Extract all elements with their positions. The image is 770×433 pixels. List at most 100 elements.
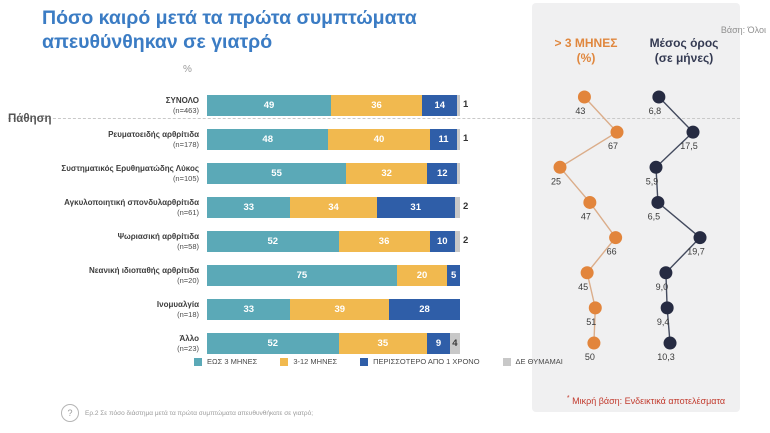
category-label: ΣΥΝΟΛΟ (n=463) [0,95,199,116]
legend-item: ΕΩΣ 3 ΜΗΝΕΣ [194,357,257,366]
bar-row: ΣΥΝΟΛΟ (n=463) 49 36 14 1 [0,95,770,116]
bar-row: Νεανική ιδιοπαθής αρθρίτιδα (n=20) 75 20 5 [0,265,770,286]
category-label: Συστηματικός Ερυθηματώδης Λύκος (n=105) [0,163,199,184]
mean-months-header: Μέσος όρος (σε μήνες) [628,36,740,66]
legend-swatch [280,357,289,366]
category-name: Άλλο [179,334,199,344]
category-base: (n=18) [177,309,199,319]
category-name: Αγκυλοποιητική σπονδυλαρθρίτιδα [64,198,199,208]
segment-value: 31 [410,202,421,213]
bar-segment: 49 [207,95,331,116]
legend-label: 3-12 ΜΗΝΕΣ [293,357,338,366]
segment-value: 14 [434,100,446,111]
total-separator-line [8,118,740,119]
category-name: Νεανική ιδιοπαθής αρθρίτιδα [88,266,199,276]
segment-value-outside: 2 [463,201,469,212]
bar-row: Ινομυαλγία (n=18) 33 39 28 [0,299,770,320]
category-name: Ψωριασική αρθρίτιδα [117,232,199,242]
bar-segment: 48 [207,129,329,150]
page-title: Πόσο καιρό μετά τα πρώτα συμπτώματα απευ… [42,7,417,53]
segment-value: 52 [267,338,279,349]
stacked-bar: 55 32 12 [207,163,460,184]
stacked-bar: 75 20 5 [207,265,460,286]
bar-segment [454,231,460,252]
legend-swatch [194,357,202,366]
segment-value: 11 [438,134,449,145]
segment-value-outside: 1 [463,133,469,144]
bar-segment: 75 [207,265,397,286]
stacked-bar: 33 39 28 [207,299,460,320]
category-base: (n=61) [177,207,199,217]
bar-segment: 34 [290,197,377,218]
category-base: (n=178) [172,139,199,149]
legend-swatch [360,357,369,366]
legend-label: ΠΕΡΙΣΣΟΤΕΡΟ ΑΠΟ 1 ΧΡΟΝΟ [373,357,480,366]
footnote-text: Μικρή βάση: Ενδεικτικά αποτελέσματα [569,396,726,406]
segment-value: 35 [377,338,389,349]
bar-segment [457,163,460,184]
legend-item: ΔΕ ΘΥΜΑΜΑΙ [502,357,563,366]
bar-segment: 35 [338,333,428,354]
category-base: (n=58) [177,241,199,251]
segment-value: 5 [451,270,457,281]
bar-segment [457,129,460,150]
segment-value-outside: 1 [463,99,469,110]
small-base-footnote: * Μικρή βάση: Ενδεικτικά αποτελέσματα [560,395,732,406]
category-base: (n=20) [177,275,199,285]
bar-segment: 33 [207,197,291,218]
base-note: Βάση: Όλοι [720,25,766,35]
bar-segment: 12 [427,163,458,184]
legend-label: ΔΕ ΘΥΜΑΜΑΙ [515,357,563,366]
category-name: Ρευματοειδής αρθρίτιδα [108,130,199,140]
stacked-bar: 52 35 9 4 [207,333,460,354]
bar-segment: 52 [207,231,339,252]
segment-value: 10 [436,236,448,247]
bar-segment: 28 [389,299,460,320]
footnote-marker: * [566,395,570,402]
category-name: ΣΥΝΟΛΟ [165,96,199,106]
segment-value: 36 [378,236,390,247]
group-label: Πάθηση [8,113,52,125]
mean-months-title: Μέσος όρος [649,36,719,50]
bar-segment: 32 [346,163,428,184]
segment-value: 39 [334,304,346,315]
segment-value: 33 [243,304,255,315]
category-base: (n=23) [177,343,199,353]
segment-value: 55 [271,168,282,179]
segment-value: 9 [435,338,442,349]
category-name: Ινομυαλγία [156,300,199,310]
segment-value: 52 [267,236,279,247]
segment-value: 36 [371,100,382,111]
bar-segment: 36 [338,231,430,252]
bar-segment: 4 [449,333,460,354]
bar-row: Ρευματοειδής αρθρίτιδα (n=178) 48 40 11 1 [0,129,770,150]
category-label: Αγκυλοποιητική σπονδυλαρθρίτιδα (n=61) [0,197,199,218]
legend-item: ΠΕΡΙΣΣΟΤΕΡΟ ΑΠΟ 1 ΧΡΟΝΟ [360,357,480,366]
stacked-bar: 49 36 14 [207,95,460,116]
segment-value: 48 [262,134,273,145]
bar-row: Ψωριασική αρθρίτιδα (n=58) 52 36 10 2 [0,231,770,252]
segment-value: 49 [263,100,275,111]
bar-segment: 52 [207,333,339,354]
bar-segment: 55 [207,163,347,184]
bar-segment: 14 [422,95,458,116]
segment-value: 12 [436,168,448,179]
bar-segment: 20 [396,265,448,286]
legend: ΕΩΣ 3 ΜΗΝΕΣ 3-12 ΜΗΝΕΣ ΠΕΡΙΣΣΟΤΕΡΟ ΑΠΟ 1 Χ… [194,357,563,366]
stacked-bar: 52 36 10 [207,231,460,252]
bar-row: Αγκυλοποιητική σπονδυλαρθρίτιδα (n=61) 33 3… [0,197,770,218]
over-3-months-unit: (%) [576,51,596,65]
bar-segment: 5 [447,265,460,286]
mean-months-unit: (σε μήνες) [654,51,714,65]
legend-label: ΕΩΣ 3 ΜΗΝΕΣ [207,357,258,366]
bar-segment [454,197,460,218]
bar-segment: 33 [207,299,291,320]
legend-item: 3-12 ΜΗΝΕΣ [280,357,337,366]
over-3-months-title: > 3 ΜΗΝΕΣ [554,36,618,50]
segment-value: 40 [373,134,385,145]
segment-value: 33 [243,202,255,213]
bar-segment: 10 [429,231,455,252]
category-name: Συστηματικός Ερυθηματώδης Λύκος [61,164,199,174]
legend-swatch [502,357,511,366]
